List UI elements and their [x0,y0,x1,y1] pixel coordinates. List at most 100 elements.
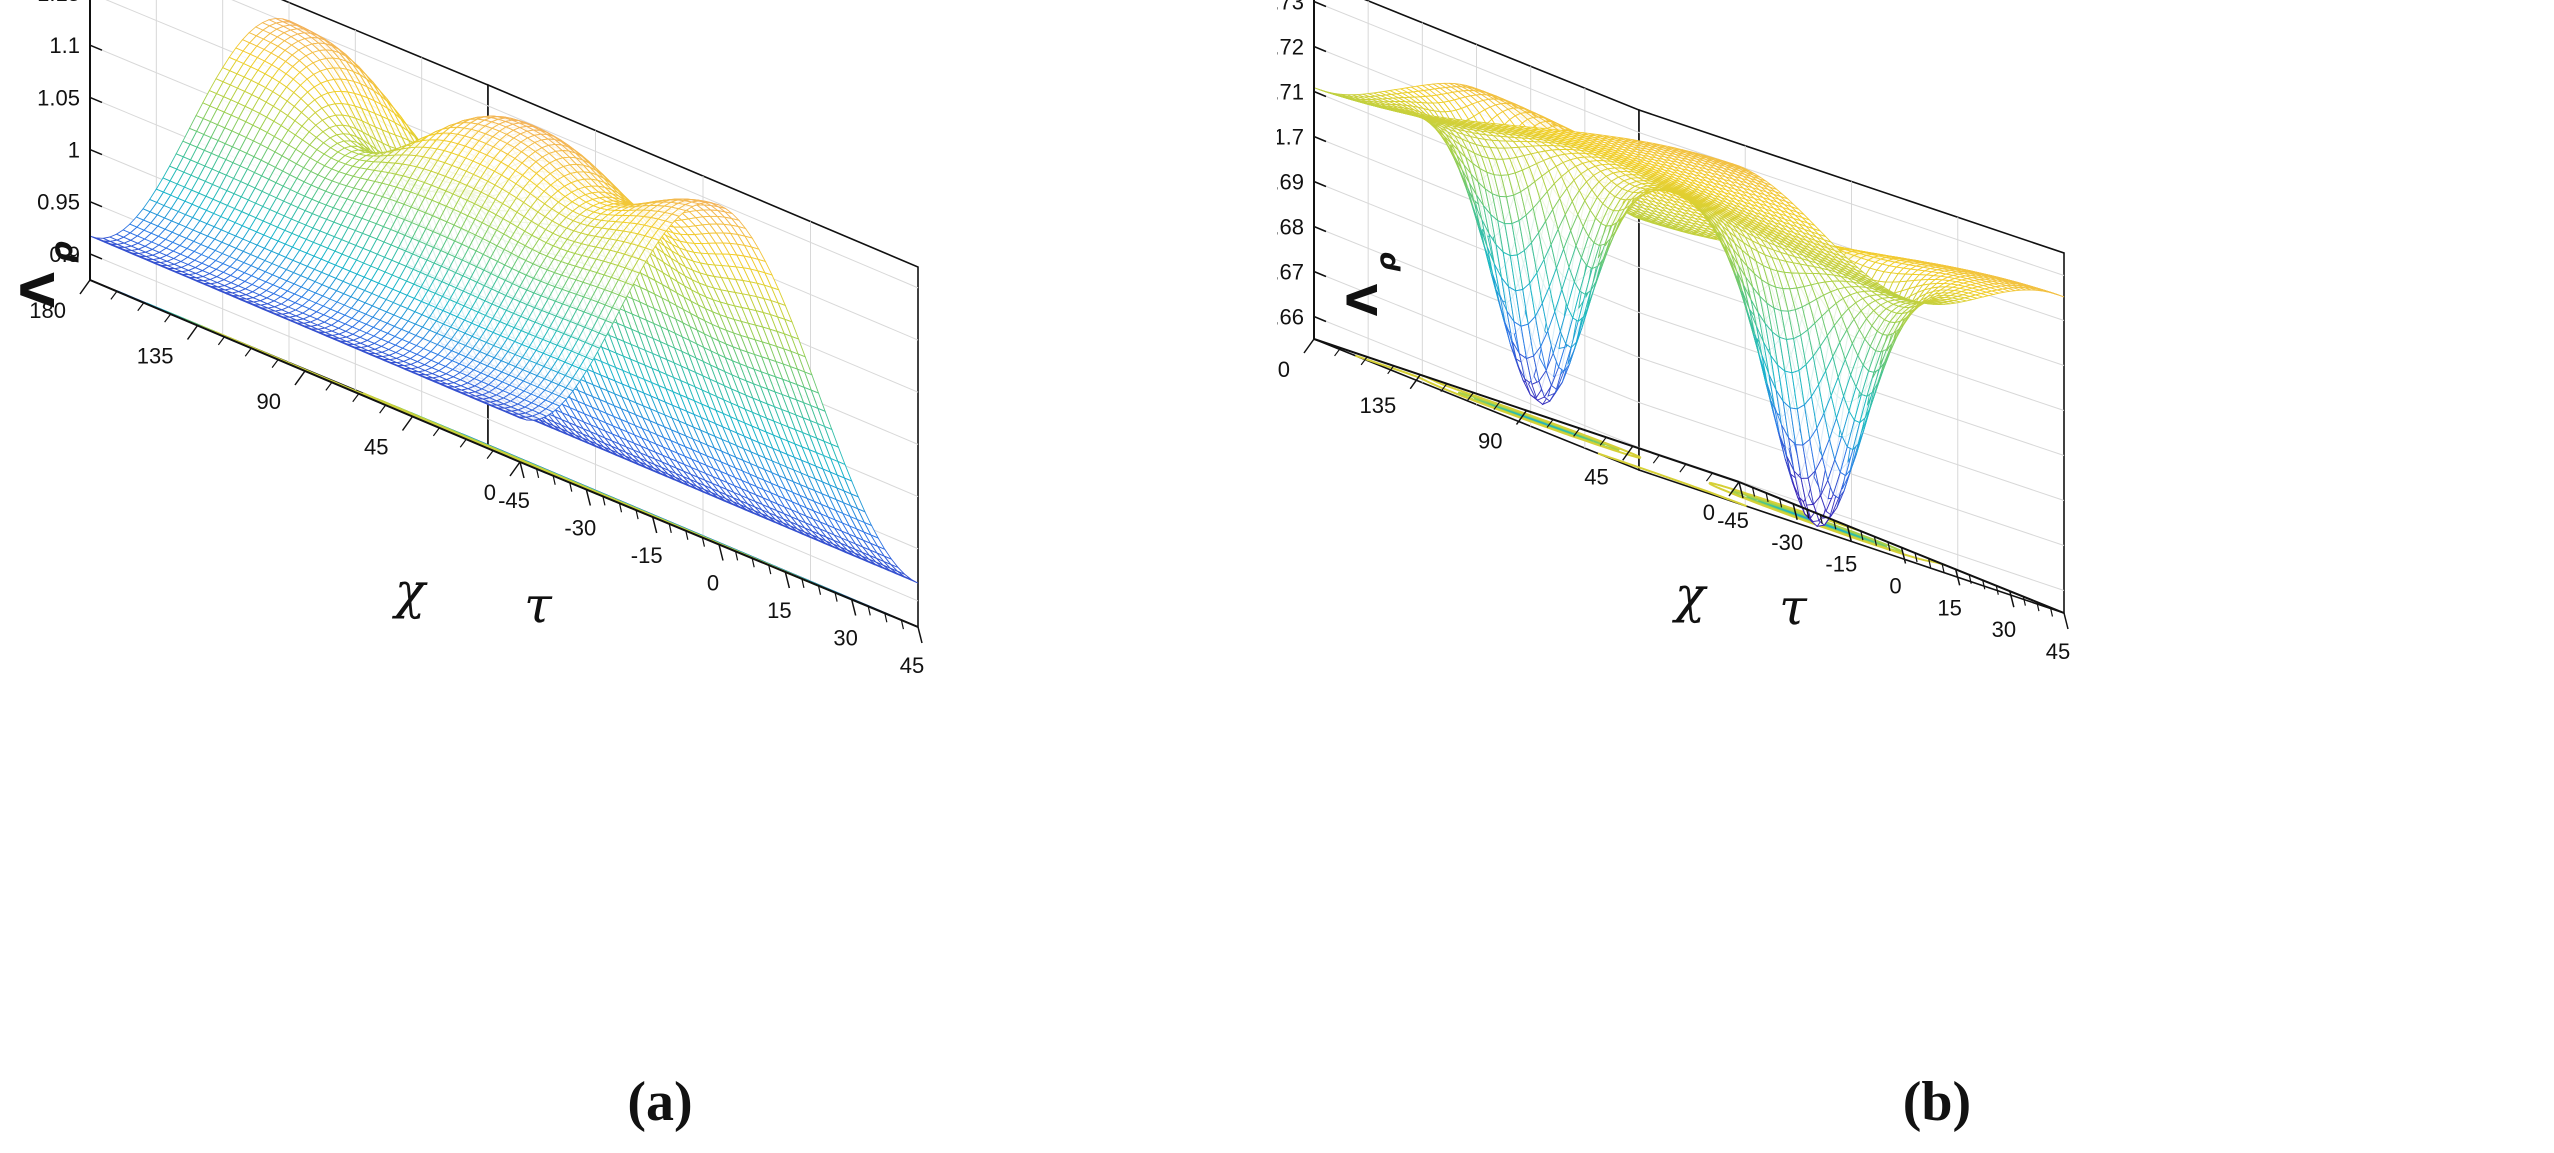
z-tick-label: 1.71 [1277,80,1304,105]
y-minor-tick [884,613,888,623]
y-minor-tick [535,468,540,479]
x-tick-mark [401,416,414,431]
y-minor-tick [602,496,606,506]
gridline [1313,136,2065,411]
y-tick-label: 0 [707,571,719,596]
y-tick-label: -15 [631,543,663,568]
x-minor-tick [244,347,252,357]
gridline [1313,181,2065,456]
z-tick-mark [89,148,103,156]
z-tick-label: 1.67 [1277,260,1304,285]
x-tick-mark [509,461,521,477]
y-minor-tick [552,475,556,485]
gridline [1313,91,2065,366]
y-minor-tick [635,509,639,520]
z-tick-label: 1.05 [37,85,80,110]
x-tick-label: 90 [257,389,281,414]
y-minor-tick [569,482,573,492]
gridline [231,0,919,289]
z-tick-label: 0.95 [37,190,80,215]
y-tick-mark [585,489,592,506]
gridline [1313,271,2065,546]
x-tick-label: 0 [484,480,496,505]
z-tick-mark [89,96,103,104]
y-tick-label: 45 [900,653,924,678]
x-tick-mark [186,325,199,340]
z-tick-mark [89,44,103,51]
x-minor-tick [137,302,145,312]
z-tick-label: 0.9 [49,242,80,267]
y-tick-label: 15 [767,598,791,623]
z-tick-mark [1313,270,1327,278]
y-tick-label: 30 [833,626,857,651]
x-minor-tick [110,291,118,300]
y-minor-tick [834,592,838,602]
z-tick-mark [1313,0,1327,8]
y-tick-mark [519,461,525,479]
x-minor-tick [217,336,225,346]
y-tick-label: -45 [498,488,530,513]
z-tick-label: 1.68 [1277,215,1304,240]
x-minor-tick [352,393,360,403]
z-tick-label: 1.66 [1277,305,1304,330]
x-minor-tick [325,382,333,391]
x-tick-label: 180 [29,298,66,323]
y-minor-tick [701,537,706,547]
z-tick-label: 1.15 [37,0,80,6]
x-tick-label: 45 [364,435,388,460]
y-tick-label: -30 [564,516,596,541]
z-axis-label-sub: ρ [45,241,80,262]
z-tick-label: 1.7 [1277,125,1304,150]
gridline [89,253,919,602]
x-tick-mark [79,279,91,295]
z-tick-mark [1313,180,1327,188]
surface-plot-b: 1.661.671.681.691.71.711.721.73045901351… [1277,0,2554,1153]
x-tick-label: 135 [137,344,174,369]
x-minor-tick [164,313,172,323]
z-tick-mark [1313,90,1327,98]
front-axes [79,0,923,644]
gridline [1313,1,2065,276]
z-tick-label: 1.72 [1277,35,1304,60]
z-axis-label-main: Λ [11,272,65,308]
surface-mesh [89,18,919,584]
z-tick-mark [89,253,103,260]
z-tick-mark [1313,315,1327,323]
y-minor-tick [867,606,871,616]
z-tick-mark [1313,135,1327,143]
y-tick-mark [718,544,724,561]
x-minor-tick [379,404,387,414]
y-minor-tick [817,585,822,595]
z-axis-label: Λρ [11,241,80,308]
y-tick-mark [850,599,857,616]
y-minor-tick [751,558,755,568]
z-tick-mark [1313,45,1327,53]
y-tick-mark [917,626,923,644]
y-minor-tick [768,564,772,575]
z-tick-mark [1313,225,1327,233]
x-minor-tick [459,438,467,448]
z-tick-mark [89,201,103,208]
y-axis-label: τ [524,576,553,634]
y-minor-tick [668,523,672,534]
panel-caption: (a) [627,1071,692,1133]
y-minor-tick [734,551,739,561]
surface-cell [903,576,919,584]
z-tick-label: 1 [68,138,80,163]
x-axis-label: χ [392,562,428,620]
surface-plot-a: 0.90.9511.051.11.151.204590135180-45-30-… [11,0,924,1133]
z-tick-label: 1.1 [49,33,80,58]
z-tick-label: 1.73 [1277,0,1304,15]
z-tick-label: 1.69 [1277,170,1304,195]
y-tick-mark [784,571,791,589]
y-minor-tick [685,530,689,540]
surface-mesh [1313,82,2065,528]
gridline [1313,226,2065,501]
x-minor-tick [271,359,279,368]
y-minor-tick [900,619,905,630]
x-minor-tick [432,427,440,437]
y-minor-tick [618,503,623,513]
y-tick-mark [651,516,658,534]
x-minor-tick [486,450,494,459]
y-minor-tick [801,578,805,589]
